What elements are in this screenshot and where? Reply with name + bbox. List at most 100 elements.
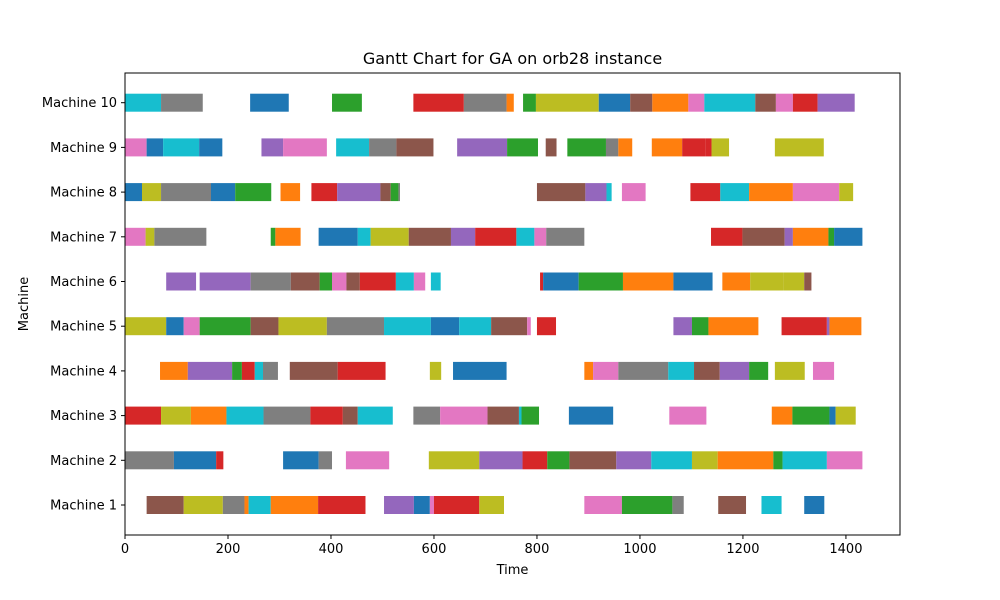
task-bar-m6-16 [673,272,713,291]
task-bar-m8-1 [125,183,142,202]
task-bar-m1-13 [584,496,622,514]
task-bar-m5-2 [166,317,184,336]
task-bar-m6-17 [722,272,751,291]
task-bar-m4-3 [232,361,242,380]
task-bar-m9-12 [545,138,557,157]
x-axis-label: Time [496,563,529,578]
task-bar-m4-2 [187,361,233,380]
task-bar-m7-3 [154,227,207,246]
task-bar-m3-14 [568,406,614,425]
task-bar-m5-7 [326,317,385,336]
task-bar-m5-14 [673,317,692,336]
task-bar-m10-12 [652,93,689,112]
task-bar-m8-18 [749,183,793,202]
x-tick-label: 200 [216,542,241,557]
task-bar-m8-5 [235,183,272,202]
task-bar-m9-9 [396,138,434,157]
task-bar-m8-3 [161,183,211,202]
x-tick-label: 0 [121,542,129,557]
task-bar-m6-10 [413,272,426,291]
task-bar-m3-13 [521,406,540,425]
task-bar-m6-14 [578,272,623,291]
task-bar-m4-5 [254,361,264,380]
task-bar-m6-18 [750,272,784,291]
task-bar-m10-7 [506,93,514,112]
task-bar-m5-5 [250,317,279,336]
task-bar-m10-5 [413,93,464,112]
task-bar-m9-16 [651,138,683,157]
y-tick-label: Machine 9 [50,141,117,156]
task-bar-m5-12 [527,317,531,336]
task-bar-m8-9 [380,183,391,202]
task-bar-m3-7 [342,406,358,425]
task-bar-m4-16 [719,361,750,380]
task-bar-m3-1 [125,406,162,425]
task-bar-m7-18 [792,227,829,246]
task-bar-m4-17 [749,361,769,380]
task-bar-m9-7 [336,138,370,157]
task-bar-m10-10 [598,93,631,112]
task-bar-m5-17 [781,317,827,336]
task-bar-m1-3 [222,496,245,514]
y-tick-label: Machine 6 [50,275,117,290]
task-bar-m2-1 [125,451,174,470]
task-bar-m8-13 [585,183,607,202]
task-bar-m4-19 [812,361,835,380]
task-bar-m5-9 [430,317,460,336]
task-bar-m2-16 [773,451,783,470]
task-bar-m3-2 [161,406,191,425]
task-bar-m5-16 [708,317,759,336]
task-bar-m4-13 [618,361,669,380]
task-bar-m4-1 [160,361,188,380]
chart-title: Gantt Chart for GA on orb28 instance [363,49,662,68]
task-bar-m2-12 [616,451,652,470]
y-tick-label: Machine 2 [50,454,117,469]
task-bar-m4-4 [241,361,255,380]
task-bar-m2-6 [345,451,390,470]
task-bar-m7-8 [370,227,409,246]
task-bar-m3-15 [669,406,707,425]
task-bar-m6-1 [166,272,197,291]
task-bar-m6-2 [199,272,251,291]
task-bar-m10-15 [755,93,776,112]
x-tick-label: 1400 [829,542,862,557]
task-bar-m3-18 [829,406,836,425]
plot-frame [124,72,901,536]
task-bar-m8-6 [280,183,301,202]
task-bar-m2-14 [691,451,718,470]
task-bar-m2-7 [428,451,480,470]
task-bar-m5-11 [491,317,528,336]
task-bar-m10-18 [817,93,855,112]
task-bar-m4-15 [694,361,720,380]
task-bar-m1-16 [718,496,747,514]
task-bar-m9-3 [163,138,200,157]
y-axis: Machine 1 Machine 2 Machine 3 Machine 4 Mach… [42,96,125,514]
task-bar-m7-15 [711,227,743,246]
task-bar-m3-11 [487,406,519,425]
task-bar-m6-3 [250,272,291,291]
task-bar-m9-1 [125,138,147,157]
x-tick-label: 1200 [726,542,759,557]
task-bar-m8-8 [337,183,381,202]
task-bar-m10-13 [688,93,705,112]
y-tick-label: Machine 8 [50,186,117,201]
task-bar-m7-13 [534,227,547,246]
task-bar-m7-7 [357,227,371,246]
task-bar-m8-19 [792,183,840,202]
task-bar-m10-9 [535,93,599,112]
task-bar-m1-9 [413,496,430,514]
task-bar-m9-8 [369,138,397,157]
task-bar-m4-18 [774,361,805,380]
task-bar-m4-14 [668,361,695,380]
task-bar-m1-10 [429,496,434,514]
task-bar-m2-4 [283,451,319,470]
task-bar-m5-3 [183,317,200,336]
task-bar-m3-6 [310,406,343,425]
task-bar-m7-16 [742,227,785,246]
task-bar-m9-17 [682,138,706,157]
task-bar-m10-3 [250,93,289,112]
task-bar-m9-6 [283,138,327,157]
task-bar-m3-17 [792,406,830,425]
task-bar-m6-13 [543,272,579,291]
task-bar-m5-1 [125,317,167,336]
